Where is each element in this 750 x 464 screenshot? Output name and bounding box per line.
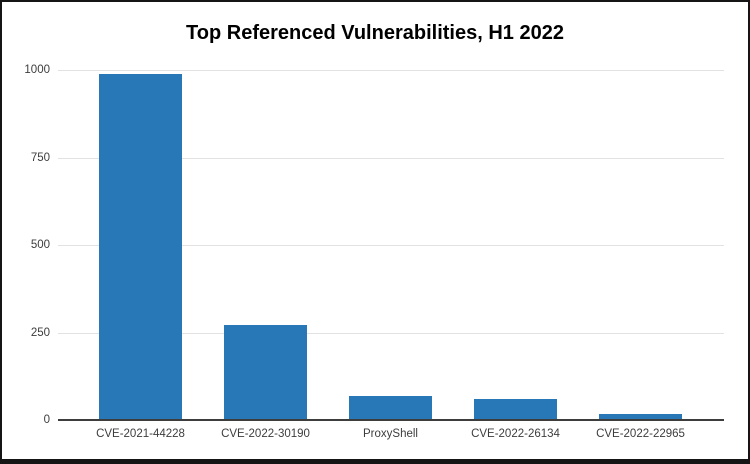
x-axis-labels: CVE-2021-44228 CVE-2022-30190 ProxyShell CV… [78, 428, 703, 440]
plot-area: 0 250 500 750 1000 CVE-2021-44228 CVE-2022-30… [24, 64, 724, 440]
bars-layer [78, 71, 703, 419]
x-tick-label: CVE-2022-26134 [471, 428, 560, 440]
bar-CVE-2021-44228 [99, 74, 182, 419]
x-tick-label: CVE-2022-22965 [596, 428, 685, 440]
gridline [58, 332, 724, 334]
y-tick-label: 750 [30, 151, 50, 164]
gridline [58, 245, 724, 246]
chart-title: Top Referenced Vulnerabilities, H1 2022 [186, 22, 564, 44]
bar-slot [453, 71, 578, 419]
bar-slot [78, 71, 203, 419]
bar-CVE-2022-30190 [224, 324, 307, 419]
y-tick-label: 500 [30, 239, 50, 251]
bar-CVE-2022-26134 [474, 399, 557, 419]
bar-ProxyShell [349, 396, 432, 419]
bar-slot [203, 71, 328, 419]
x-axis-line [58, 419, 724, 421]
y-tick-label: 1000 [24, 64, 50, 76]
bar-CVE-2022-22965 [599, 413, 682, 419]
x-tick-label: CVE-2021-44228 [96, 428, 185, 440]
x-tick-label: CVE-2022-30190 [221, 428, 310, 440]
y-tick-label: 250 [30, 326, 50, 339]
x-tick-label: ProxyShell [363, 428, 418, 440]
gridline [58, 70, 724, 71]
y-tick-label: 0 [43, 414, 50, 426]
bar-slot [328, 71, 453, 419]
gridline [58, 157, 724, 159]
bar-slot [578, 71, 703, 419]
